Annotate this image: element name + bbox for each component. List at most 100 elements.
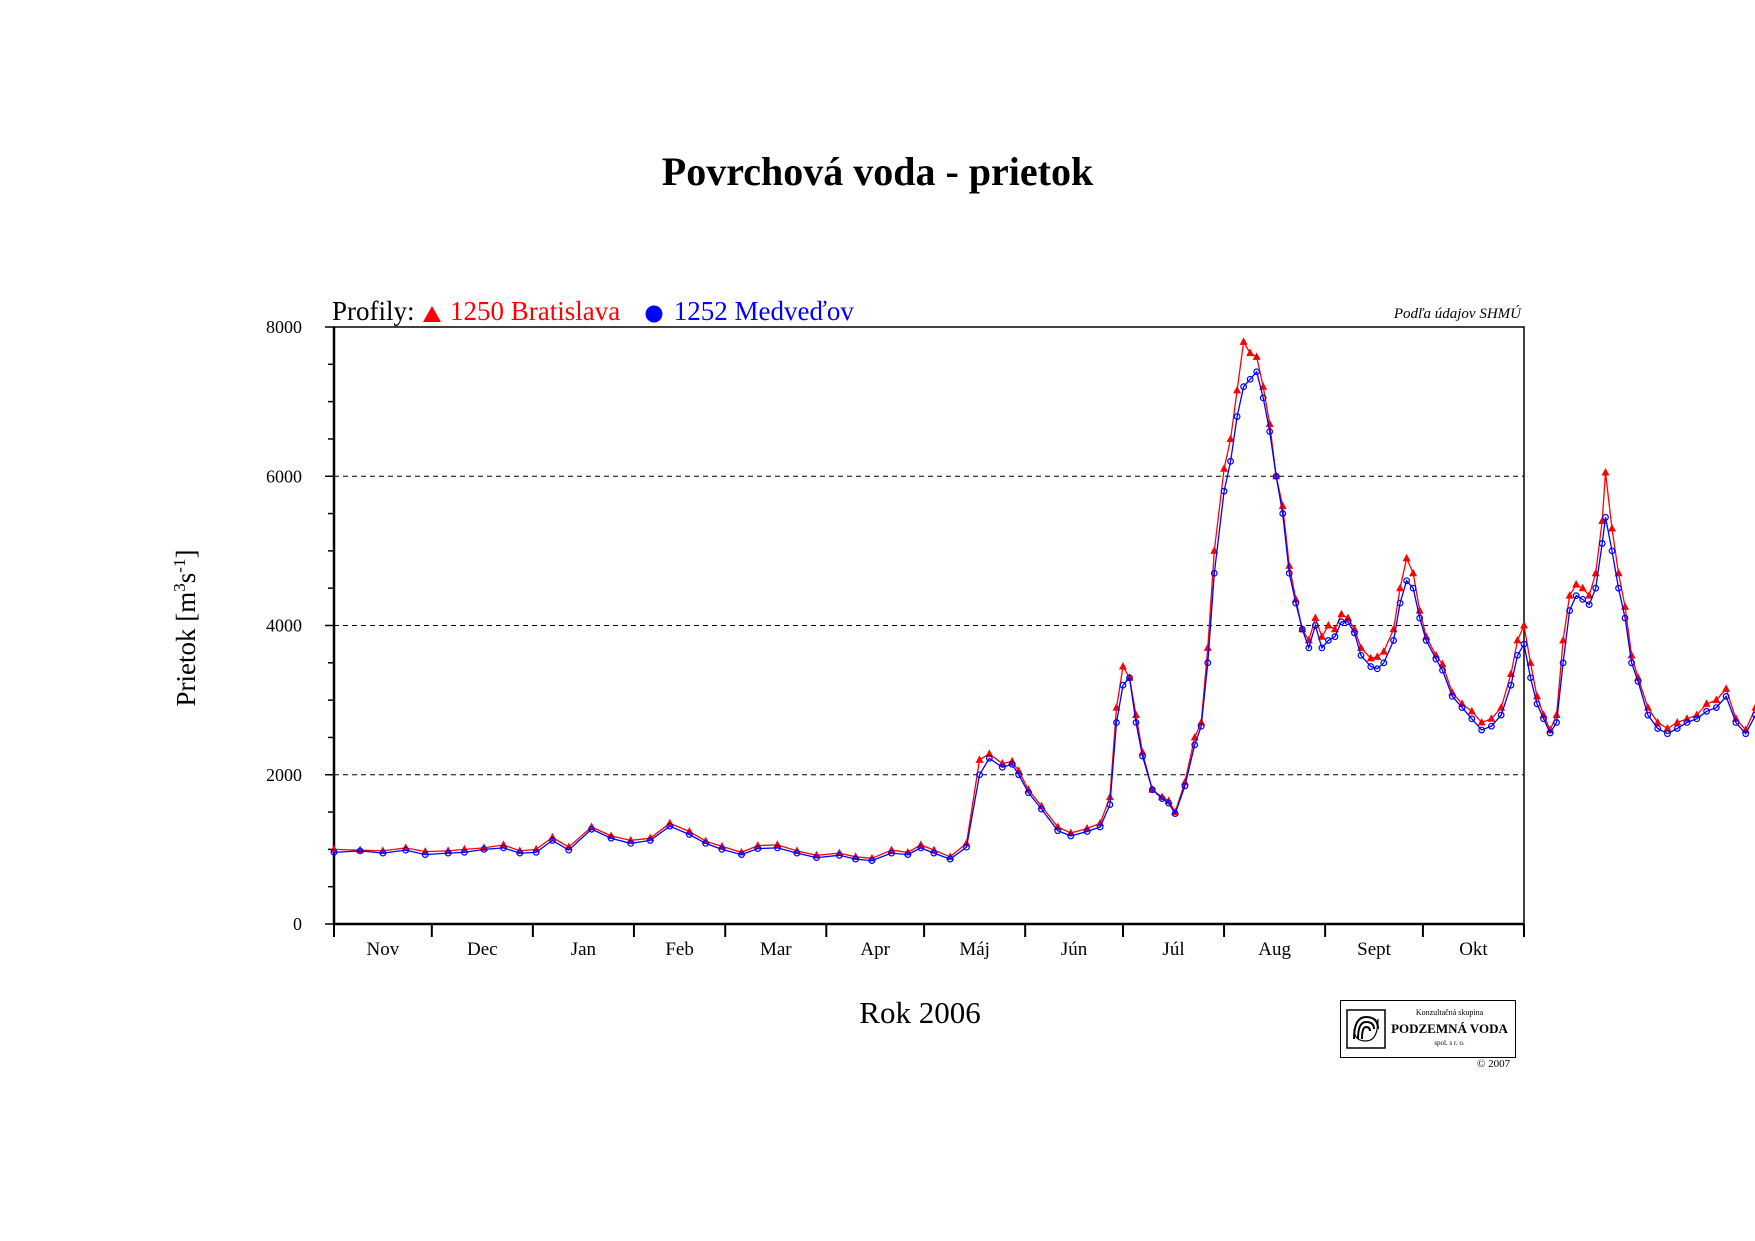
series2-point <box>646 837 654 844</box>
series1-point <box>1317 632 1326 640</box>
series2-point <box>738 851 745 858</box>
series2-point <box>1338 618 1345 626</box>
series2-point <box>1227 457 1234 465</box>
series2-point <box>946 855 954 863</box>
y-tick-label: 6000 <box>266 466 302 486</box>
series2-point <box>1468 715 1476 723</box>
series1-point <box>1311 613 1320 622</box>
series1-point <box>1585 591 1594 599</box>
series2-point <box>1240 383 1248 391</box>
x-tick-label: Jún <box>1061 939 1088 960</box>
series1-point <box>1526 658 1535 666</box>
series1-point <box>1366 653 1375 662</box>
series2-point <box>1634 678 1642 685</box>
series1-point <box>1627 650 1636 659</box>
series2-point <box>607 834 615 842</box>
series2-point <box>1615 584 1622 592</box>
series2-point <box>702 840 710 847</box>
series2-point <box>1416 614 1424 622</box>
series1-point <box>975 755 984 763</box>
series2-point <box>773 844 781 852</box>
series2-point <box>985 754 993 762</box>
series1-point <box>1477 718 1486 726</box>
series2-point <box>1579 595 1587 603</box>
series2-point <box>1165 799 1173 807</box>
series2-point <box>998 763 1006 771</box>
series2-point <box>1396 599 1404 607</box>
series2-point <box>1628 659 1635 667</box>
series1-point <box>1220 464 1229 472</box>
series2-point <box>1351 629 1358 637</box>
series2-point <box>1298 625 1306 633</box>
series2-point <box>330 848 338 856</box>
series2-point <box>963 843 970 851</box>
series2-point <box>1331 633 1339 641</box>
series2-point <box>793 849 801 857</box>
series2-point <box>1233 413 1241 420</box>
series2-point <box>917 844 925 852</box>
series2-point <box>868 857 876 864</box>
series2-point <box>852 855 860 863</box>
series2-point <box>1380 659 1388 667</box>
legend-series2-label: 1252 Medveďov <box>673 296 854 326</box>
legend-prefix: Profily: <box>332 296 415 326</box>
chart-title: Povrchová voda - prietok <box>661 149 1094 194</box>
series2-point <box>1259 394 1267 402</box>
series1-point <box>1663 723 1672 732</box>
series2-point <box>1602 513 1609 521</box>
series2-point <box>1598 540 1606 547</box>
series2-point <box>1113 719 1120 726</box>
series1-point <box>1565 591 1574 599</box>
series2-point <box>1703 707 1710 715</box>
series2-point <box>1357 651 1365 659</box>
series2-point <box>402 846 410 854</box>
series1-point <box>1246 348 1255 357</box>
series1-point <box>1402 553 1411 562</box>
series1-point <box>1233 385 1242 394</box>
series2-point <box>1106 801 1114 808</box>
series1-point <box>1285 561 1294 569</box>
series2-point <box>1158 795 1166 803</box>
series2-point <box>930 849 938 857</box>
series2-point <box>1592 584 1600 592</box>
series1-point <box>1373 652 1382 660</box>
series2-point <box>1083 828 1091 835</box>
series2-point <box>1448 692 1456 700</box>
series1-point <box>1396 583 1405 592</box>
series2-point <box>1732 719 1740 726</box>
series2-point <box>1722 692 1730 700</box>
series-line-1 <box>333 339 1755 859</box>
series1-point <box>1132 710 1141 719</box>
series2-point <box>461 848 468 856</box>
series2-point <box>685 831 693 838</box>
x-tick-label: Okt <box>1459 939 1488 960</box>
series1-point <box>1601 468 1610 476</box>
series1-point <box>1226 434 1235 442</box>
logo-line3: spol. s r. o. <box>1434 1039 1465 1047</box>
series2-point <box>1324 637 1332 644</box>
circle-marker-icon <box>645 305 663 323</box>
series2-point <box>1458 704 1466 711</box>
series2-point <box>1712 704 1720 711</box>
series2-point <box>1246 375 1254 383</box>
x-tick-label: Júl <box>1162 939 1184 960</box>
series1-point <box>1467 706 1476 715</box>
series2-point <box>1139 752 1146 760</box>
triangle-marker-icon <box>423 305 442 322</box>
series2-point <box>1439 666 1446 674</box>
legend: Profily: 1250 Bratislava 1252 Medveďov <box>332 296 854 327</box>
y-tick-label: 8000 <box>266 317 302 337</box>
series2-point <box>1409 584 1417 592</box>
series1-point <box>1751 703 1755 711</box>
series2-point <box>1285 569 1293 577</box>
series1-point <box>1572 579 1581 588</box>
series2-point <box>627 840 635 847</box>
series2-point <box>1514 651 1521 659</box>
x-tick-label: Sept <box>1357 939 1392 960</box>
series1-point <box>1712 695 1721 704</box>
series2-point <box>666 822 674 830</box>
series2-point <box>1608 547 1616 555</box>
series2-point <box>356 847 364 855</box>
series2-point <box>1210 569 1218 577</box>
